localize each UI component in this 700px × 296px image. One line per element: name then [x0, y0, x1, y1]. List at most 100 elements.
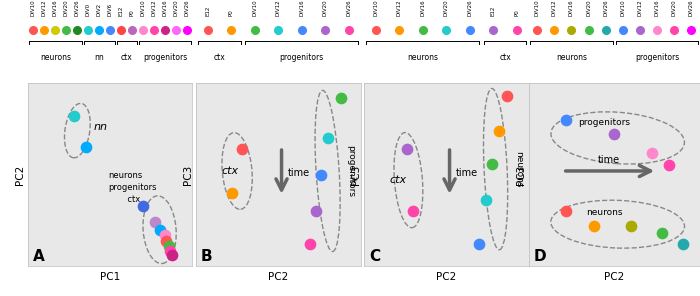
Text: ctx: ctx: [499, 53, 511, 62]
Point: [561, 209, 572, 214]
Text: DIV0: DIV0: [86, 3, 91, 16]
Y-axis label: PC2: PC2: [15, 165, 25, 185]
Text: DIV16: DIV16: [420, 0, 426, 16]
Point: [160, 238, 172, 243]
Text: DIV2: DIV2: [97, 3, 102, 16]
Text: DIV20: DIV20: [444, 0, 449, 16]
Text: DIV10: DIV10: [252, 0, 258, 16]
Text: ctx: ctx: [214, 53, 225, 62]
Point: [163, 244, 174, 249]
Point: [473, 242, 484, 247]
Text: neurons: neurons: [556, 53, 587, 62]
Y-axis label: PC3: PC3: [183, 165, 193, 185]
Text: DIV10: DIV10: [373, 0, 378, 16]
Text: E12: E12: [119, 6, 124, 16]
Text: time: time: [456, 168, 478, 178]
Text: DIV20: DIV20: [323, 0, 328, 16]
Point: [407, 209, 419, 214]
Text: B: B: [201, 249, 213, 264]
Point: [401, 147, 412, 151]
Text: DIV20: DIV20: [672, 0, 677, 16]
Text: progenitors: progenitors: [578, 118, 630, 127]
Text: neurons: neurons: [407, 53, 438, 62]
Text: DIV10: DIV10: [31, 0, 36, 16]
Point: [154, 227, 165, 232]
Y-axis label: PC3: PC3: [351, 165, 361, 185]
Point: [561, 117, 572, 122]
Text: neurons: neurons: [40, 53, 71, 62]
Text: ctx: ctx: [390, 175, 407, 185]
Point: [335, 95, 346, 100]
Text: DIV12: DIV12: [276, 0, 281, 16]
Text: DIV10: DIV10: [620, 0, 625, 16]
Point: [588, 224, 599, 229]
Point: [149, 220, 160, 225]
Text: P0: P0: [229, 9, 234, 16]
Point: [237, 147, 248, 151]
Text: DIV20: DIV20: [174, 0, 178, 16]
Text: DIV12: DIV12: [152, 0, 157, 16]
Text: C: C: [369, 249, 380, 264]
X-axis label: PC2: PC2: [604, 272, 624, 282]
Text: DIV10: DIV10: [535, 0, 540, 16]
Point: [227, 191, 238, 195]
Point: [626, 224, 637, 229]
Text: progenitors: progenitors: [143, 53, 187, 62]
Text: progenitors: progenitors: [279, 53, 324, 62]
Point: [69, 114, 80, 118]
Y-axis label: PC3: PC3: [516, 165, 526, 185]
Text: P0: P0: [130, 9, 134, 16]
Text: DIV6: DIV6: [108, 3, 113, 16]
Text: ctx: ctx: [222, 166, 239, 176]
Text: progenitors: progenitors: [635, 53, 679, 62]
Text: DIV26: DIV26: [346, 0, 351, 16]
Text: neurons: neurons: [586, 208, 622, 217]
Text: A: A: [33, 249, 45, 264]
Text: DIV12: DIV12: [552, 0, 556, 16]
X-axis label: PC2: PC2: [436, 272, 456, 282]
Text: DIV26: DIV26: [603, 0, 608, 16]
Point: [501, 93, 512, 98]
Point: [657, 231, 668, 236]
Text: D: D: [533, 249, 546, 264]
Text: DIV12: DIV12: [638, 0, 643, 16]
Point: [646, 150, 657, 155]
Text: DIV12: DIV12: [397, 0, 402, 16]
Text: DIV26: DIV26: [689, 0, 694, 16]
Text: DIV10: DIV10: [141, 0, 146, 16]
Text: DIV20: DIV20: [586, 0, 591, 16]
Text: nn: nn: [94, 53, 104, 62]
Point: [322, 136, 333, 140]
Text: DIV12: DIV12: [42, 0, 47, 16]
Text: E12: E12: [205, 6, 210, 16]
Text: nn: nn: [94, 122, 108, 132]
Text: DIV26: DIV26: [75, 0, 80, 16]
Text: DIV16: DIV16: [654, 0, 659, 16]
Text: DIV16: DIV16: [569, 0, 574, 16]
Point: [304, 242, 315, 247]
Text: DIV20: DIV20: [64, 0, 69, 16]
Point: [80, 145, 91, 149]
Text: P0: P0: [514, 9, 519, 16]
Text: time: time: [288, 168, 310, 178]
Point: [167, 253, 178, 258]
Text: DIV16: DIV16: [53, 0, 58, 16]
Text: DIV16: DIV16: [162, 0, 167, 16]
Point: [137, 203, 148, 208]
Point: [486, 161, 498, 166]
Point: [164, 248, 176, 253]
Text: DIV26: DIV26: [468, 0, 472, 16]
Point: [608, 132, 620, 137]
Point: [316, 172, 327, 177]
X-axis label: PC1: PC1: [100, 272, 120, 282]
X-axis label: PC2: PC2: [268, 272, 288, 282]
Text: DIV26: DIV26: [185, 0, 190, 16]
Point: [664, 163, 675, 168]
Point: [480, 198, 491, 203]
Text: ctx: ctx: [121, 53, 132, 62]
Point: [311, 209, 322, 214]
Text: neurons: neurons: [514, 151, 523, 187]
Point: [678, 242, 689, 247]
Point: [494, 128, 505, 133]
Text: time: time: [598, 155, 620, 165]
